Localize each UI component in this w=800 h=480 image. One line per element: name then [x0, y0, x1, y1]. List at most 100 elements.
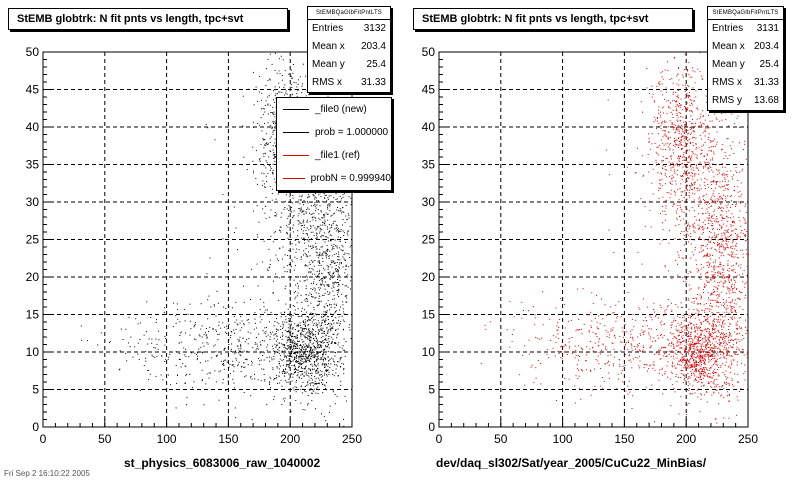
data-point — [309, 351, 311, 353]
data-point — [281, 91, 283, 93]
data-point — [681, 257, 683, 259]
data-point — [285, 285, 287, 287]
data-point — [726, 237, 727, 239]
data-point — [297, 340, 298, 342]
data-point — [690, 344, 692, 346]
data-point — [712, 326, 714, 328]
data-point — [723, 286, 725, 288]
data-point — [280, 216, 282, 218]
data-point — [320, 344, 322, 346]
data-point — [300, 349, 302, 351]
data-point — [711, 184, 713, 186]
data-point — [304, 335, 306, 337]
data-point — [699, 349, 700, 351]
data-point — [701, 245, 703, 247]
data-point — [308, 317, 309, 319]
data-point — [259, 360, 261, 362]
data-point — [688, 314, 690, 316]
data-point — [703, 227, 705, 229]
data-point — [694, 335, 696, 337]
data-point — [322, 342, 324, 344]
data-point — [709, 262, 711, 264]
data-point — [695, 336, 697, 337]
data-point — [682, 156, 684, 158]
data-point — [315, 251, 317, 253]
data-point — [688, 95, 690, 97]
data-point — [680, 155, 681, 157]
data-point — [306, 298, 308, 300]
data-point — [684, 90, 686, 92]
data-point — [350, 288, 351, 290]
data-point — [333, 248, 335, 250]
data-point — [307, 358, 309, 360]
data-point — [193, 325, 195, 327]
data-point — [322, 352, 324, 354]
data-point — [695, 370, 697, 372]
data-point — [322, 278, 324, 280]
data-point — [726, 344, 728, 345]
data-point — [300, 334, 302, 336]
data-point — [680, 360, 681, 362]
data-point — [707, 226, 709, 228]
data-point — [319, 359, 321, 360]
data-point — [702, 245, 704, 246]
data-point — [690, 355, 692, 357]
data-point — [666, 113, 668, 115]
data-point — [273, 356, 275, 357]
data-point — [688, 234, 690, 236]
data-point — [683, 355, 685, 357]
data-point — [265, 100, 267, 102]
data-point — [306, 209, 308, 210]
data-point — [291, 243, 293, 245]
data-point — [177, 375, 178, 376]
data-point — [195, 339, 197, 341]
data-point — [686, 93, 688, 95]
data-point — [332, 333, 334, 335]
data-point — [310, 205, 312, 207]
data-point — [716, 336, 718, 338]
data-point — [706, 162, 708, 164]
data-point — [701, 75, 703, 77]
data-point — [321, 345, 323, 347]
data-point — [135, 318, 137, 320]
data-point — [287, 355, 289, 357]
data-point — [690, 343, 692, 345]
data-point — [231, 343, 233, 345]
data-point — [306, 275, 307, 277]
data-point — [260, 143, 262, 145]
data-point — [263, 368, 265, 370]
data-point — [259, 298, 261, 300]
data-point — [642, 111, 643, 113]
data-point — [252, 210, 254, 212]
data-point — [676, 340, 678, 342]
data-point — [316, 237, 318, 239]
data-point — [263, 352, 265, 354]
data-point — [701, 78, 703, 80]
data-point — [664, 266, 666, 268]
data-point — [319, 329, 321, 331]
data-point — [700, 188, 702, 190]
data-point — [308, 354, 310, 356]
data-point — [666, 365, 668, 367]
data-point — [272, 292, 274, 293]
data-point — [699, 351, 701, 352]
data-point — [679, 106, 681, 108]
data-point — [285, 335, 287, 337]
data-point — [674, 391, 676, 393]
data-point — [343, 363, 344, 365]
data-point — [717, 354, 719, 356]
data-point — [310, 382, 312, 384]
data-point — [723, 194, 724, 196]
data-point — [693, 226, 695, 227]
data-point — [233, 206, 235, 208]
data-point — [725, 200, 726, 202]
data-point — [710, 217, 712, 219]
data-point — [321, 342, 322, 344]
data-point — [336, 365, 338, 367]
data-point — [342, 319, 344, 321]
data-point — [702, 357, 704, 359]
data-point — [299, 352, 301, 354]
data-point — [277, 382, 278, 384]
data-point — [186, 397, 188, 399]
data-point — [310, 339, 312, 341]
